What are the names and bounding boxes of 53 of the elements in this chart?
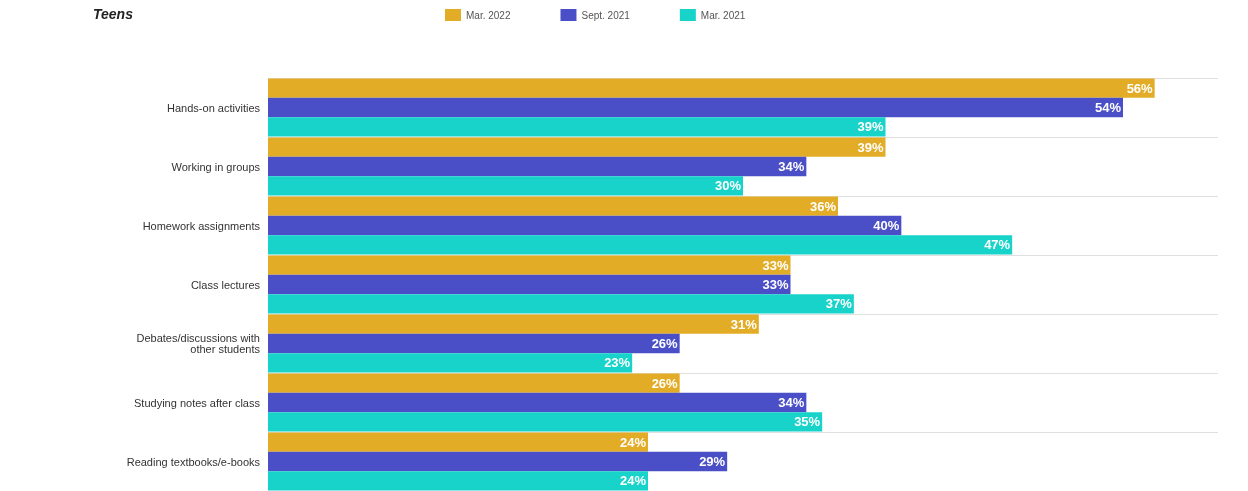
- bar: [268, 156, 807, 177]
- data-label: 47%: [984, 237, 1011, 253]
- bar: [268, 274, 791, 295]
- y-tick-label: Working in groups: [171, 160, 261, 173]
- data-label: 26%: [651, 336, 679, 351]
- data-label: 37%: [825, 296, 853, 312]
- data-label: 24%: [619, 434, 647, 450]
- data-label: 34%: [778, 395, 805, 410]
- y-tick-label: Reading textbooks/e-books: [126, 455, 261, 468]
- data-label: 31%: [730, 316, 758, 332]
- y-tick-label: Hands-on activities: [167, 101, 261, 114]
- y-tick-label: Homework assignments: [142, 219, 261, 232]
- data-label: 40%: [873, 218, 900, 233]
- data-label: 26%: [651, 375, 679, 391]
- y-tick-label: Debates/discussions with other students: [136, 332, 261, 355]
- data-label: 23%: [604, 355, 631, 371]
- bar: [268, 333, 680, 354]
- data-label: 39%: [857, 119, 884, 135]
- legend-label: Sept. 2021: [581, 9, 631, 21]
- data-label: 54%: [1094, 100, 1122, 115]
- data-label: 34%: [778, 159, 805, 174]
- bar: [268, 294, 854, 314]
- y-tick-label: Class lectures: [190, 278, 261, 291]
- bar: [268, 471, 648, 491]
- bar: [268, 196, 838, 216]
- bar: [268, 78, 1155, 98]
- bar: [268, 176, 743, 196]
- data-label: 39%: [857, 139, 884, 155]
- bar: [268, 373, 680, 393]
- bar: [268, 97, 1123, 118]
- legend-label: Mar. 2022: [466, 9, 511, 21]
- data-label: 36%: [809, 198, 837, 214]
- data-label: 33%: [762, 257, 789, 273]
- bar: [268, 451, 728, 472]
- text: Teens: [93, 6, 134, 22]
- bar: [268, 215, 902, 236]
- y-tick-label: Studying notes after class: [134, 396, 261, 409]
- bar: [268, 353, 633, 373]
- bar: [268, 255, 791, 275]
- data-label: 56%: [1126, 80, 1154, 96]
- data-label: 30%: [714, 178, 742, 194]
- data-label: 33%: [762, 277, 789, 292]
- bar: [268, 314, 759, 334]
- bar: [268, 117, 886, 137]
- legend-label: Mar. 2021: [700, 9, 746, 21]
- data-label: 29%: [699, 454, 726, 469]
- data-label: 24%: [619, 473, 647, 489]
- bar: [268, 235, 1013, 255]
- bar: [268, 137, 886, 157]
- bar: [268, 432, 648, 452]
- data-label: 35%: [794, 414, 821, 430]
- bar: [268, 412, 823, 432]
- bar: [268, 392, 807, 413]
